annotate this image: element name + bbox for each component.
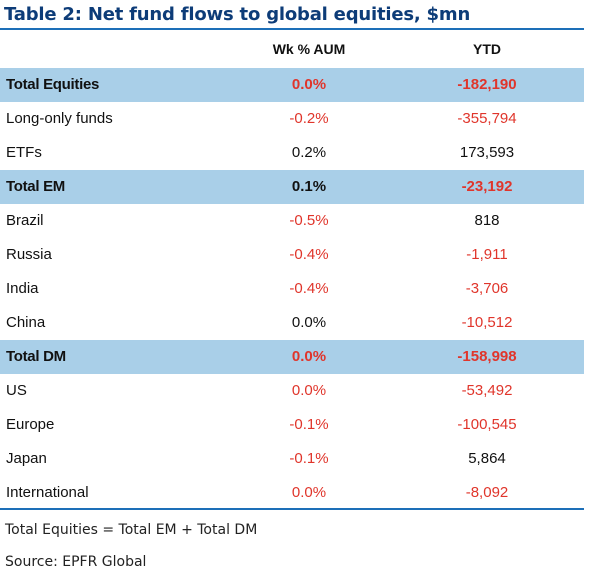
row-label: Russia (6, 246, 52, 263)
ytd-value: -1,911 (466, 246, 508, 263)
row-label: China (6, 314, 46, 331)
row-label: ETFs (6, 144, 42, 161)
column-header-ytd: YTD (473, 41, 501, 57)
table-body: Total Equities 0.0% -182,190 Long-only fund… (0, 68, 584, 510)
row-label: Long-only funds (6, 110, 113, 127)
row-label: Total DM (6, 348, 66, 365)
wk-aum-value: -0.2% (289, 110, 329, 127)
row-label: Europe (6, 416, 55, 433)
ytd-value: -8,092 (465, 484, 509, 501)
row-label: Total EM (6, 178, 65, 195)
ytd-value: -100,545 (457, 416, 517, 433)
ytd-value: -158,998 (457, 348, 517, 365)
table-header: Wk % AUM YTD (0, 36, 584, 64)
table-row: Russia -0.4% -1,911 (0, 238, 584, 272)
table-total-row: Total Equities 0.0% -182,190 (0, 68, 584, 102)
row-label: US (6, 382, 27, 399)
ytd-value: -355,794 (457, 110, 517, 127)
table-row: Japan -0.1% 5,864 (0, 442, 584, 476)
wk-aum-value: -0.4% (289, 246, 329, 263)
wk-aum-value: 0.0% (291, 76, 327, 93)
wk-aum-value: 0.0% (291, 348, 327, 365)
table-row: Brazil -0.5% 818 (0, 204, 584, 238)
table-total-row: Total DM 0.0% -158,998 (0, 340, 584, 374)
wk-aum-value: 0.0% (291, 382, 327, 399)
ytd-value: 173,593 (459, 144, 515, 161)
bottom-divider (0, 508, 584, 510)
ytd-value: -182,190 (457, 76, 517, 93)
wk-aum-value: 0.0% (291, 484, 327, 501)
wk-aum-value: 0.1% (291, 178, 327, 195)
ytd-value: 5,864 (468, 450, 506, 467)
ytd-value: -53,492 (461, 382, 513, 399)
column-header-wk-aum: Wk % AUM (272, 41, 346, 57)
table-total-row: Total EM 0.1% -23,192 (0, 170, 584, 204)
ytd-value: -23,192 (461, 178, 513, 195)
wk-aum-value: 0.2% (291, 144, 327, 161)
ytd-value: 818 (474, 212, 500, 229)
wk-aum-value: -0.4% (289, 280, 329, 297)
table-row: International 0.0% -8,092 (0, 476, 584, 510)
source-note: Source: EPFR Global (5, 554, 147, 570)
row-label: Brazil (6, 212, 44, 229)
table-row: Europe -0.1% -100,545 (0, 408, 584, 442)
row-label: Total Equities (6, 76, 100, 93)
table-row: ETFs 0.2% 173,593 (0, 136, 584, 170)
row-label: International (6, 484, 89, 501)
wk-aum-value: -0.1% (289, 416, 329, 433)
wk-aum-value: -0.5% (289, 212, 329, 229)
table-row: China 0.0% -10,512 (0, 306, 584, 340)
ytd-value: -3,706 (465, 280, 509, 297)
row-label: Japan (6, 450, 47, 467)
table-row: India -0.4% -3,706 (0, 272, 584, 306)
row-label: India (6, 280, 39, 297)
table-row: Long-only funds -0.2% -355,794 (0, 102, 584, 136)
table-row: US 0.0% -53,492 (0, 374, 584, 408)
wk-aum-value: 0.0% (291, 314, 327, 331)
wk-aum-value: -0.1% (289, 450, 329, 467)
top-divider (0, 28, 584, 30)
ytd-value: -10,512 (461, 314, 513, 331)
table-title: Table 2: Net fund flows to global equiti… (4, 4, 471, 25)
footnote: Total Equities = Total EM + Total DM (5, 522, 258, 538)
